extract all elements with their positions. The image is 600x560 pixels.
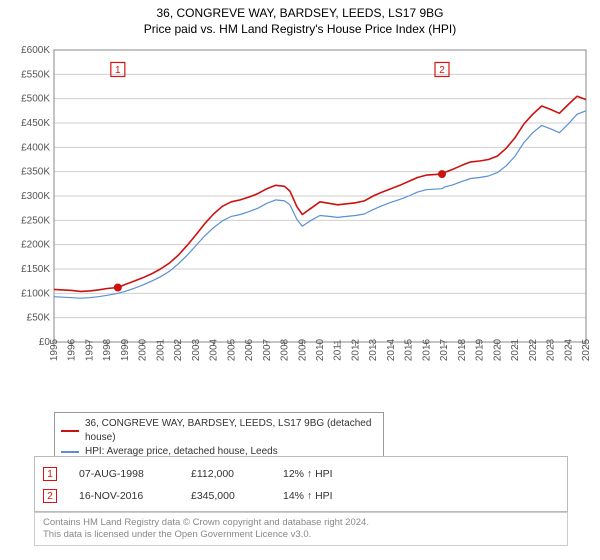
- sale-price: £112,000: [191, 468, 261, 480]
- svg-text:£250K: £250K: [21, 215, 50, 226]
- svg-text:2000: 2000: [138, 338, 149, 361]
- sale-date: 16-NOV-2016: [79, 490, 169, 502]
- svg-text:2018: 2018: [457, 338, 468, 361]
- svg-text:2010: 2010: [315, 338, 326, 361]
- sale-marker-icon: 2: [43, 489, 57, 503]
- svg-text:£150K: £150K: [21, 264, 50, 275]
- sales-table: 1 07-AUG-1998 £112,000 12% ↑ HPI 2 16-NO…: [34, 456, 568, 512]
- legend-swatch: [61, 451, 79, 453]
- chart-area: £0£50K£100K£150K£200K£250K£300K£350K£400…: [8, 44, 592, 404]
- legend-label: 36, CONGREVE WAY, BARDSEY, LEEDS, LS17 9…: [85, 417, 377, 445]
- svg-text:2013: 2013: [368, 338, 379, 361]
- svg-text:£100K: £100K: [21, 288, 50, 299]
- svg-text:2011: 2011: [333, 339, 344, 361]
- svg-text:2012: 2012: [350, 338, 361, 361]
- svg-text:2024: 2024: [563, 338, 574, 361]
- credit-block: Contains HM Land Registry data © Crown c…: [34, 512, 568, 546]
- svg-text:1997: 1997: [84, 338, 95, 361]
- svg-text:£400K: £400K: [21, 142, 50, 153]
- svg-text:2005: 2005: [226, 338, 237, 361]
- svg-text:£450K: £450K: [21, 118, 50, 129]
- table-row: 1 07-AUG-1998 £112,000 12% ↑ HPI: [43, 463, 559, 485]
- svg-text:2021: 2021: [510, 338, 521, 361]
- svg-text:1995: 1995: [49, 338, 60, 361]
- sale-marker-number: 2: [47, 491, 53, 502]
- credit-line: Contains HM Land Registry data © Crown c…: [43, 517, 559, 529]
- legend-item: 36, CONGREVE WAY, BARDSEY, LEEDS, LS17 9…: [61, 417, 377, 445]
- svg-text:1998: 1998: [102, 338, 113, 361]
- svg-text:£200K: £200K: [21, 240, 50, 251]
- line-chart: £0£50K£100K£150K£200K£250K£300K£350K£400…: [8, 44, 592, 404]
- svg-text:2019: 2019: [475, 338, 486, 361]
- svg-text:£500K: £500K: [21, 94, 50, 105]
- svg-text:£350K: £350K: [21, 167, 50, 178]
- svg-text:2016: 2016: [421, 338, 432, 361]
- svg-text:2004: 2004: [209, 338, 220, 361]
- svg-text:2017: 2017: [439, 338, 450, 361]
- svg-text:£50K: £50K: [27, 313, 51, 324]
- svg-text:£550K: £550K: [21, 69, 50, 80]
- sale-price: £345,000: [191, 490, 261, 502]
- svg-text:2014: 2014: [386, 338, 397, 361]
- svg-text:2002: 2002: [173, 338, 184, 361]
- svg-text:£300K: £300K: [21, 191, 50, 202]
- svg-text:2023: 2023: [546, 338, 557, 361]
- sale-marker-number: 1: [47, 469, 53, 480]
- svg-text:1996: 1996: [67, 338, 78, 361]
- svg-text:2003: 2003: [191, 338, 202, 361]
- table-row: 2 16-NOV-2016 £345,000 14% ↑ HPI: [43, 485, 559, 507]
- svg-text:2007: 2007: [262, 338, 273, 361]
- legend-swatch: [61, 430, 79, 432]
- sale-hpi: 12% ↑ HPI: [283, 468, 373, 480]
- svg-text:2022: 2022: [528, 338, 539, 361]
- svg-text:£600K: £600K: [21, 45, 50, 56]
- svg-text:2008: 2008: [280, 338, 291, 361]
- sale-date: 07-AUG-1998: [79, 468, 169, 480]
- svg-text:2025: 2025: [581, 338, 592, 361]
- sale-marker-icon: 1: [43, 467, 57, 481]
- svg-text:2015: 2015: [404, 338, 415, 361]
- svg-text:1999: 1999: [120, 338, 131, 361]
- chart-subtitle: Price paid vs. HM Land Registry's House …: [0, 22, 600, 36]
- svg-text:2001: 2001: [155, 338, 166, 361]
- sale-hpi: 14% ↑ HPI: [283, 490, 373, 502]
- figure-container: 36, CONGREVE WAY, BARDSEY, LEEDS, LS17 9…: [0, 0, 600, 560]
- chart-title: 36, CONGREVE WAY, BARDSEY, LEEDS, LS17 9…: [0, 6, 600, 20]
- svg-text:2: 2: [439, 65, 445, 76]
- svg-text:2009: 2009: [297, 338, 308, 361]
- svg-text:2006: 2006: [244, 338, 255, 361]
- title-block: 36, CONGREVE WAY, BARDSEY, LEEDS, LS17 9…: [0, 0, 600, 36]
- svg-text:2020: 2020: [492, 338, 503, 361]
- credit-line: This data is licensed under the Open Gov…: [43, 529, 559, 541]
- svg-text:1: 1: [115, 65, 121, 76]
